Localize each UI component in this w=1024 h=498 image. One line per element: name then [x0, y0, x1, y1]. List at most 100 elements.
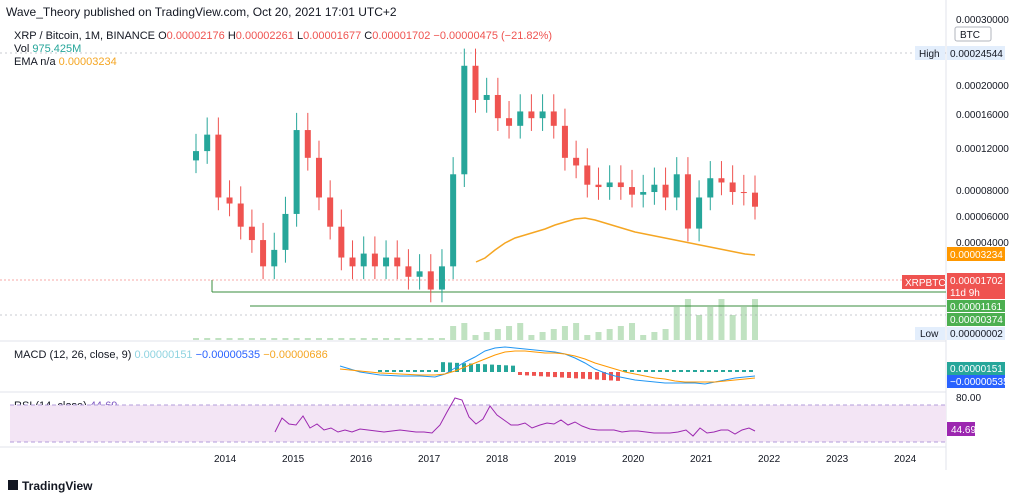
- candle-body: [651, 184, 658, 193]
- rsi-band: [10, 405, 946, 442]
- x-tick-2023: 2023: [826, 454, 849, 465]
- volume-bar: [752, 299, 758, 340]
- macd-hist-bar: [539, 372, 543, 377]
- volume-bar: [729, 315, 736, 340]
- candle-body: [673, 174, 680, 198]
- macd-hist-bar: [392, 370, 396, 372]
- candle-body: [595, 184, 602, 188]
- ema-label: EMA n/a: [14, 56, 56, 68]
- volume-bar: [494, 329, 501, 340]
- tick-1: 0.00030000: [956, 15, 1009, 26]
- rsi-top-tick: 80.00: [956, 393, 981, 404]
- candle-body: [193, 151, 199, 161]
- macd-hist-bar: [476, 363, 480, 372]
- candle-body: [752, 192, 758, 207]
- candle-body: [584, 165, 591, 185]
- x-tick-2021: 2021: [690, 454, 713, 465]
- ema-badge-value: 0.00003234: [950, 250, 1003, 261]
- macd-hist-bar: [553, 372, 557, 378]
- candle-body: [718, 178, 725, 183]
- candle-body: [405, 266, 412, 277]
- volume-bar: [651, 332, 658, 340]
- volume-bar: [204, 338, 211, 340]
- time-axis[interactable]: 2014 2015 2016 2017 2018 2019 2020 2021 …: [214, 454, 917, 465]
- volume-bar: [338, 338, 345, 340]
- x-tick-2020: 2020: [622, 454, 645, 465]
- volume-bar: [438, 338, 445, 340]
- currency-label: BTC: [960, 30, 980, 41]
- tick-6: 0.00008000: [956, 186, 1009, 197]
- volume-bar: [271, 338, 278, 340]
- h-label: H: [227, 30, 236, 42]
- candle-body: [237, 203, 244, 227]
- volume-bar: [248, 338, 255, 340]
- macd-hist-bar: [679, 370, 683, 372]
- volume-bar: [539, 332, 546, 340]
- candle-body: [561, 125, 568, 158]
- candle-body: [662, 184, 669, 198]
- level2-value: 0.00000374: [950, 315, 1003, 326]
- change-value: −0.00000475 (−21.82%): [433, 30, 553, 42]
- volume-bar: [349, 338, 356, 340]
- volume-bar: [226, 338, 233, 340]
- candle-body: [684, 174, 691, 229]
- macd-hist-value: 0.00000151: [134, 349, 193, 361]
- candle-body: [204, 134, 211, 152]
- tick-4: 0.00016000: [956, 110, 1009, 121]
- volume-bar: [640, 335, 647, 340]
- close-badge: [947, 273, 1005, 299]
- macd-hist-bar: [413, 370, 417, 372]
- macd-hist-bar: [434, 370, 438, 372]
- c-label: C: [364, 30, 373, 42]
- x-tick-2018: 2018: [486, 454, 509, 465]
- macd-hist-bar: [588, 372, 592, 380]
- candle-body: [707, 178, 714, 198]
- volume-bar: [606, 329, 613, 340]
- x-tick-2022: 2022: [758, 454, 781, 465]
- candle-body: [327, 197, 334, 227]
- macd-hist-bar: [441, 362, 445, 372]
- candle-body: [729, 182, 736, 193]
- macd-hist-bar: [714, 370, 718, 372]
- candle-body: [494, 94, 501, 119]
- macd-hist-bar: [567, 372, 571, 378]
- volume-bar: [528, 335, 535, 340]
- tick-7: 0.00006000: [956, 212, 1009, 223]
- macd-hist-bar: [637, 370, 641, 372]
- macd-hist-bar: [448, 362, 452, 372]
- currency-badge[interactable]: [954, 26, 992, 42]
- candle-body: [260, 240, 267, 267]
- macd-hist-bar: [686, 370, 690, 372]
- macd-hist-bar: [560, 372, 564, 378]
- macd-hist-bar: [651, 370, 655, 372]
- volume-bar: [293, 338, 300, 340]
- macd-hist-bar: [385, 370, 389, 372]
- volume-bar: [595, 332, 602, 340]
- low-value-badge: [947, 327, 1005, 340]
- macd-hist-bar: [609, 372, 613, 381]
- x-tick-2014: 2014: [214, 454, 237, 465]
- volume-bar: [416, 338, 423, 340]
- macd-badge: [947, 375, 1005, 388]
- volume-bar: [260, 338, 267, 340]
- tradingview-logo: TradingView: [8, 479, 93, 493]
- volume-bar: [450, 326, 457, 340]
- price-axis[interactable]: 0.00030000 0.00020000 0.00016000 0.00012…: [956, 15, 1009, 249]
- macd-hist-bar: [378, 370, 382, 372]
- publisher-line: Wave_Theory published on TradingView.com…: [6, 5, 397, 19]
- candle-body: [315, 157, 322, 198]
- volume-bar: [573, 323, 580, 340]
- macd-hist-bar: [469, 363, 473, 372]
- macd-hist-bar: [644, 370, 648, 372]
- volume-bar: [561, 326, 568, 340]
- x-tick-2017: 2017: [418, 454, 441, 465]
- volume-bar: [617, 326, 624, 340]
- ema-line: [475, 217, 756, 263]
- candle-body: [472, 65, 479, 100]
- volume-bar: [506, 326, 513, 340]
- macd-hist-bar: [427, 370, 431, 372]
- tick-8: 0.00004000: [956, 238, 1009, 249]
- rsi-badge-value: 44.69: [951, 425, 976, 436]
- low-label: Low: [920, 329, 939, 340]
